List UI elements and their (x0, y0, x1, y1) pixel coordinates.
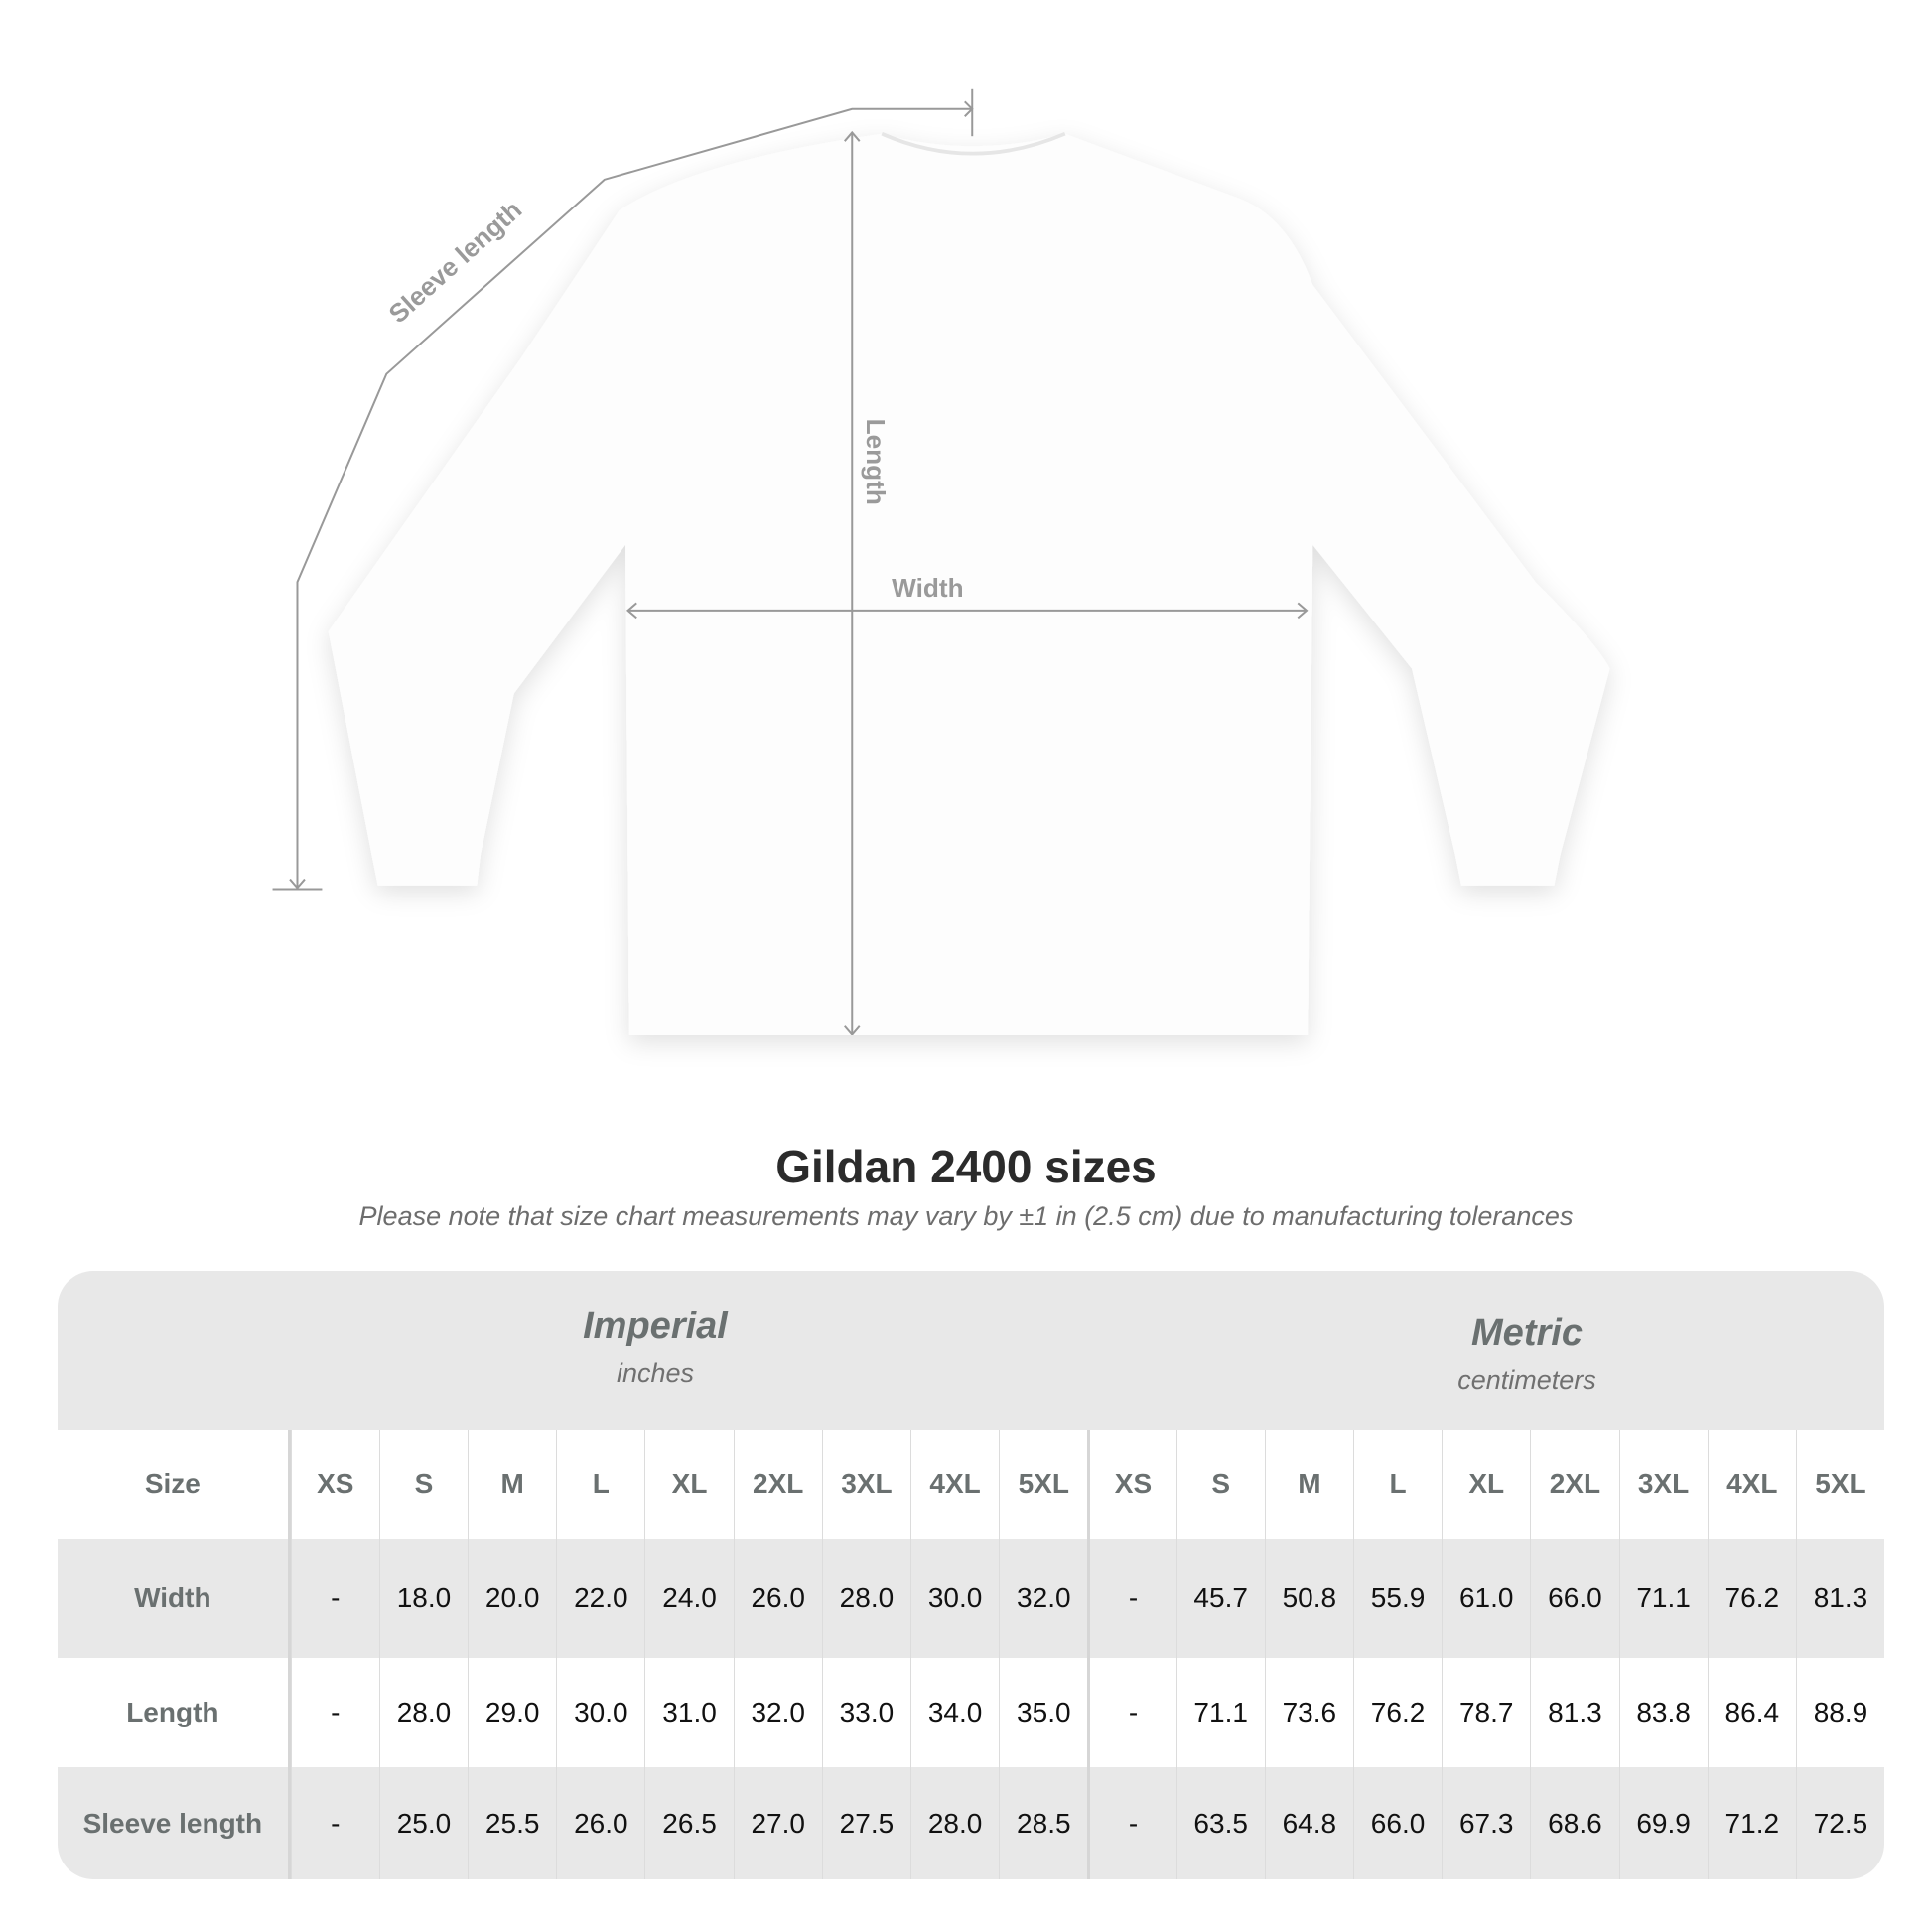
imperial-header: Imperial inches (308, 1306, 1003, 1389)
imperial-value: 27.0 (733, 1767, 822, 1879)
metric-value: - (1087, 1658, 1175, 1767)
imperial-value: 32.0 (733, 1658, 822, 1767)
imperial-value: 27.5 (821, 1767, 910, 1879)
imperial-size-l: L (556, 1430, 644, 1539)
metric-value: 88.9 (1795, 1658, 1884, 1767)
imperial-value: 33.0 (821, 1658, 910, 1767)
metric-value: 73.6 (1264, 1658, 1353, 1767)
imperial-size-xl: XL (644, 1430, 733, 1539)
imperial-value: - (290, 1767, 379, 1879)
metric-value: 69.9 (1618, 1767, 1708, 1879)
metric-value: 71.1 (1618, 1539, 1708, 1658)
metric-value: 45.7 (1175, 1539, 1265, 1658)
table-row-width: Width -18.0 20.0 22.0 24.0 26.0 28.0 30.0 32.0-4… (58, 1539, 1884, 1658)
long-sleeve-shirt-illustration (328, 133, 1610, 1035)
metric-unit: centimeters (1457, 1365, 1596, 1395)
imperial-value: 28.0 (378, 1658, 468, 1767)
metric-size-l: L (1352, 1430, 1442, 1539)
row-label: Sleeve length (58, 1767, 291, 1879)
metric-value: 71.2 (1707, 1767, 1796, 1879)
metric-value: 66.0 (1352, 1767, 1442, 1879)
imperial-value: 31.0 (644, 1658, 733, 1767)
metric-size-5xl: 5XL (1795, 1430, 1884, 1539)
sleeve-length-label: Sleeve length (383, 195, 528, 329)
imperial-size-m: M (468, 1430, 556, 1539)
metric-value: 55.9 (1352, 1539, 1442, 1658)
imperial-value: 28.5 (999, 1767, 1087, 1879)
metric-value: 83.8 (1618, 1658, 1708, 1767)
metric-value: 67.3 (1442, 1767, 1530, 1879)
metric-value: 78.7 (1442, 1658, 1530, 1767)
metric-value: 81.3 (1795, 1539, 1884, 1658)
metric-value: 81.3 (1530, 1658, 1618, 1767)
measurement-lines (272, 88, 1309, 1035)
imperial-value: 35.0 (999, 1658, 1087, 1767)
metric-size-m: M (1264, 1430, 1353, 1539)
row-label: Width (58, 1539, 291, 1658)
imperial-size-5xl: 5XL (999, 1430, 1087, 1539)
metric-value: 76.2 (1352, 1658, 1442, 1767)
metric-size-2xl: 2XL (1530, 1430, 1618, 1539)
imperial-value: 30.0 (910, 1539, 999, 1658)
imperial-value: 26.0 (733, 1539, 822, 1658)
imperial-value: 25.0 (378, 1767, 468, 1879)
row-label: Length (58, 1658, 291, 1767)
imperial-unit: inches (616, 1358, 695, 1388)
metric-value: 72.5 (1795, 1767, 1884, 1879)
imperial-value: 20.0 (468, 1539, 556, 1658)
imperial-size-4xl: 4XL (910, 1430, 999, 1539)
metric-value: 71.1 (1175, 1658, 1265, 1767)
imperial-value: 18.0 (378, 1539, 468, 1658)
metric-value: 76.2 (1707, 1539, 1796, 1658)
imperial-size-s: S (378, 1430, 468, 1539)
metric-size-xs: XS (1087, 1430, 1175, 1539)
imperial-size-2xl: 2XL (733, 1430, 822, 1539)
imperial-value: 28.0 (821, 1539, 910, 1658)
imperial-value: 34.0 (910, 1658, 999, 1767)
imperial-value: - (290, 1539, 379, 1658)
metric-value: 64.8 (1264, 1767, 1353, 1879)
metric-value: - (1087, 1539, 1175, 1658)
table-row-sleeve-length: Sleeve length -25.0 25.5 26.0 26.5 27.0 27.5 28… (58, 1767, 1884, 1879)
metric-value: 50.8 (1264, 1539, 1353, 1658)
imperial-title: Imperial (583, 1306, 728, 1347)
metric-size-xl: XL (1442, 1430, 1530, 1539)
metric-size-3xl: 3XL (1618, 1430, 1708, 1539)
metric-value: 66.0 (1530, 1539, 1618, 1658)
width-label: Width (892, 573, 963, 603)
imperial-value: 26.0 (556, 1767, 644, 1879)
imperial-value: 26.5 (644, 1767, 733, 1879)
size-table: Imperial inches Metric centimeters Size X… (58, 1271, 1884, 1879)
imperial-value: 25.5 (468, 1767, 556, 1879)
imperial-value: 32.0 (999, 1539, 1087, 1658)
metric-value: 68.6 (1530, 1767, 1618, 1879)
shirt-diagram: Sleeve length Length Width (272, 88, 1610, 1035)
metric-value: 61.0 (1442, 1539, 1530, 1658)
metric-header: Metric centimeters (1179, 1312, 1874, 1396)
tolerance-note: Please note that size chart measurements… (358, 1201, 1574, 1231)
metric-value: - (1087, 1767, 1175, 1879)
size-header-row: Size XS S M L XL 2XL 3XL 4XL 5XL XS S M L XL 2XL 3XL 4XL 5… (58, 1430, 1884, 1539)
metric-value: 63.5 (1175, 1767, 1265, 1879)
metric-title: Metric (1471, 1312, 1583, 1354)
page-title: Gildan 2400 sizes (775, 1141, 1157, 1192)
unit-header-band: Imperial inches Metric centimeters (58, 1271, 1884, 1430)
imperial-size-xs: XS (290, 1430, 379, 1539)
imperial-size-3xl: 3XL (821, 1430, 910, 1539)
imperial-value: 22.0 (556, 1539, 644, 1658)
length-label: Length (861, 419, 891, 505)
size-header: Size (58, 1430, 291, 1539)
imperial-value: - (290, 1658, 379, 1767)
imperial-value: 28.0 (910, 1767, 999, 1879)
metric-size-4xl: 4XL (1707, 1430, 1796, 1539)
imperial-value: 29.0 (468, 1658, 556, 1767)
imperial-value: 24.0 (644, 1539, 733, 1658)
metric-size-s: S (1175, 1430, 1265, 1539)
metric-value: 86.4 (1707, 1658, 1796, 1767)
table-row-length: Length -28.0 29.0 30.0 31.0 32.0 33.0 34.0 35.0-… (58, 1658, 1884, 1767)
imperial-value: 30.0 (556, 1658, 644, 1767)
